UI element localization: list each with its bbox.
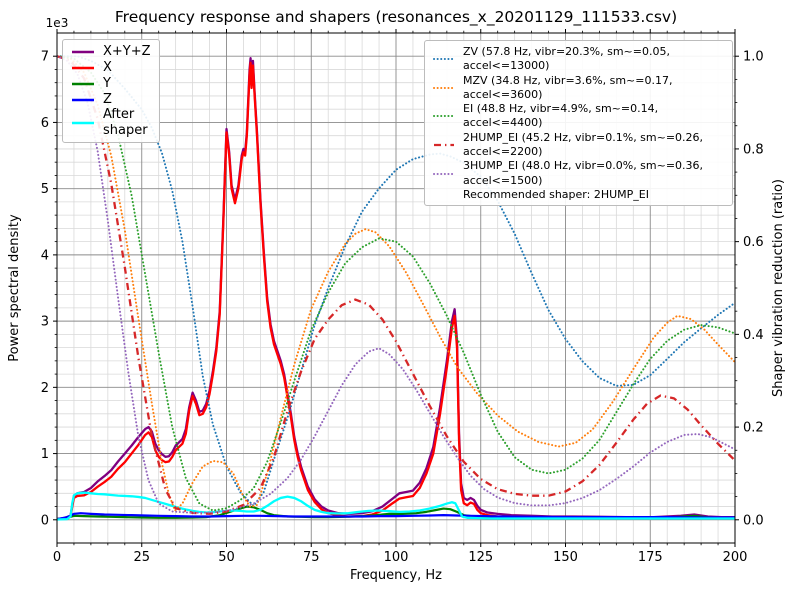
x-axis-label: Frequency, Hz: [350, 568, 442, 583]
legend-line-sample: [433, 115, 455, 118]
legend-entry-y: Y: [70, 76, 151, 92]
y-right-tick-label: 1.0: [743, 50, 764, 65]
y-left-tick-label: 2: [41, 381, 49, 396]
axis-ticks: [53, 29, 739, 547]
y-right-tick-label: 0.8: [743, 142, 764, 157]
legend-entry-label: X: [103, 59, 112, 75]
legend-line-sample: [433, 58, 455, 61]
series-after-shaper: [57, 491, 735, 521]
x-tick-label: 75: [303, 550, 320, 565]
legend-psd: X+Y+Z X Y Z After shaper: [62, 39, 160, 144]
legend-line-sample: [433, 172, 455, 175]
series-2hump-ei: [57, 55, 735, 515]
x-tick-label: 100: [384, 550, 409, 565]
legend-entry-ei: EI (48.8 Hz, vibr=4.9%, sm~=0.14, accel<…: [432, 102, 725, 131]
legend-line-sample: [72, 66, 94, 70]
curves: [57, 55, 735, 521]
legend-entry-label: 2HUMP_EI (45.2 Hz, vibr=0.1%, sm~=0.26, …: [463, 130, 704, 159]
y-left-tick-label: 7: [41, 50, 49, 65]
legend-entry-x: X: [70, 60, 151, 76]
legend-entry-2hump_ei: 2HUMP_EI (45.2 Hz, vibr=0.1%, sm~=0.26, …: [432, 131, 725, 160]
x-tick-label: 50: [218, 550, 235, 565]
legend-line-sample: [72, 98, 94, 101]
x-tick-label: 0: [53, 550, 61, 565]
legend-entry-mzv: MZV (34.8 Hz, vibr=3.6%, sm~=0.17, accel…: [432, 74, 725, 103]
legend-line-sample: [433, 86, 455, 89]
legend-entry-label: After shaper: [103, 107, 148, 139]
legend-entry-label: X+Y+Z: [103, 44, 151, 59]
x-tick-label: 150: [553, 550, 578, 565]
y-right-tick-label: 0.0: [743, 513, 764, 528]
x-tick-label: 175: [638, 550, 663, 565]
x-tick-label: 125: [468, 550, 493, 565]
chart-title: Frequency response and shapers (resonanc…: [115, 8, 677, 27]
y-right-tick-label: 0.2: [743, 421, 764, 436]
legend-line-sample: [72, 122, 94, 125]
y-left-tick-label: 3: [41, 315, 49, 330]
y-right-tick-label: 0.6: [743, 235, 764, 250]
series-zv: [57, 55, 735, 507]
y-axis-offset-text: 1e3: [46, 16, 69, 30]
y-left-tick-label: 0: [41, 513, 49, 528]
series-z: [57, 512, 735, 521]
legend-entry-xyz: X+Y+Z: [70, 44, 151, 60]
legend-entry-label: MZV (34.8 Hz, vibr=3.6%, sm~=0.17, accel…: [463, 73, 673, 101]
legend-shapers: ZV (57.8 Hz, vibr=20.3%, sm~=0.05, accel…: [424, 40, 733, 207]
y-left-tick-label: 4: [41, 248, 49, 263]
series-mzv: [57, 55, 735, 512]
recommended-shaper-note: Recommended shaper: 2HUMP_EI: [463, 187, 649, 201]
legend-entry-label: Y: [103, 75, 111, 91]
legend-entry-label: EI (48.8 Hz, vibr=4.9%, sm~=0.14, accel<…: [463, 102, 659, 130]
y-axis-label-left: Power spectral density: [7, 214, 22, 362]
x-tick-label: 200: [723, 550, 748, 565]
x-tick-label: 25: [133, 550, 150, 565]
y-axis-label-right: Shaper vibration reduction (ratio): [771, 179, 786, 397]
legend-entry-after: After shaper: [70, 107, 151, 139]
legend-entry-label: ZV (57.8 Hz, vibr=20.3%, sm~=0.05, accel…: [463, 45, 670, 73]
legend-entry-z: Z: [70, 92, 151, 108]
series-3hump-ei: [57, 55, 735, 514]
y-left-tick-label: 1: [41, 447, 49, 462]
legend-line-sample: [434, 143, 454, 147]
legend-entry-label: 3HUMP_EI (48.0 Hz, vibr=0.0%, sm~=0.36, …: [463, 159, 704, 187]
legend-entry-3hump_ei: 3HUMP_EI (48.0 Hz, vibr=0.0%, sm~=0.36, …: [432, 159, 725, 188]
legend-entry-label: Z: [103, 91, 112, 107]
y-left-tick-label: 6: [41, 116, 49, 131]
legend-line-sample: [72, 50, 94, 54]
axis-tick-labels: 0 25 50 75 100 125 150 175 200 0 1 2 3 4 5 6 7 0.0 0.2 0.4 0…: [41, 50, 764, 565]
legend-line-sample: [72, 82, 94, 85]
series-ei: [57, 55, 735, 512]
y-left-tick-label: 5: [41, 182, 49, 197]
legend-entry-zv: ZV (57.8 Hz, vibr=20.3%, sm~=0.05, accel…: [432, 45, 725, 74]
y-right-tick-label: 0.4: [743, 328, 764, 343]
